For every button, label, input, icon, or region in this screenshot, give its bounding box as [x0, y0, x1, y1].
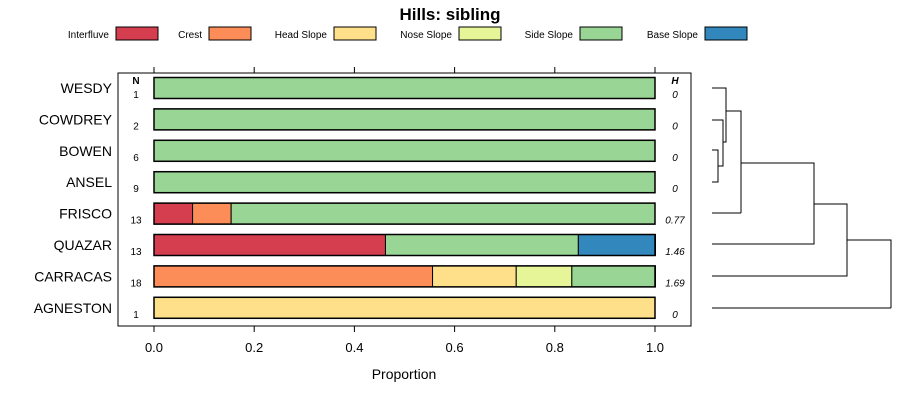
- row-label-quazar: QUAZAR: [54, 237, 112, 253]
- h-value-wesdy: 0: [672, 90, 678, 101]
- dendrogram-link-carracas: [712, 240, 848, 277]
- bar-outline-ansel: [153, 170, 656, 194]
- h-value-bowen: 0: [672, 153, 678, 164]
- row-label-bowen: BOWEN: [59, 143, 112, 159]
- dendrogram-link-cowdrey: [712, 119, 724, 142]
- dendrogram-join-cowdrey-cluster: [723, 111, 727, 143]
- bar-outline-quazar: [153, 233, 656, 257]
- n-value-carracas: 18: [130, 278, 142, 289]
- row-labels: WESDY COWDREY BOWEN ANSEL FRISCO QUAZAR CARRAC…: [34, 80, 113, 316]
- n-value-agneston: 1: [133, 310, 139, 321]
- bars: [153, 76, 657, 320]
- n-value-quazar: 13: [130, 247, 142, 258]
- h-value-cowdrey: 0: [672, 121, 678, 132]
- x-tick-label-4: 0.8: [546, 340, 564, 355]
- bar-outline-bowen: [153, 139, 656, 163]
- row-label-carracas: CARRACAS: [34, 268, 112, 284]
- dendrogram-link-wesdy: [712, 87, 727, 111]
- n-value-wesdy: 1: [133, 90, 139, 101]
- row-label-ansel: ANSEL: [66, 174, 112, 190]
- bar-segment-carracas-crest: [153, 265, 434, 288]
- legend-swatch-head-slope: [333, 26, 377, 41]
- bar-segment-quazar-side-slope: [384, 234, 579, 256]
- legend-swatch-base-slope: [704, 26, 748, 41]
- bar-segment-frisco-side-slope: [230, 202, 656, 225]
- chart-title: Hills: sibling: [399, 5, 500, 24]
- h-value-agneston: 0: [672, 310, 678, 321]
- legend-label-base-slope: Base Slope: [647, 30, 699, 41]
- h-value-ansel: 0: [672, 184, 678, 195]
- row-label-cowdrey: COWDREY: [39, 111, 113, 127]
- legend-swatch-crest: [208, 26, 252, 41]
- bar-outline-wesdy: [153, 76, 656, 100]
- h-value-frisco: 0.77: [665, 216, 685, 227]
- bar-segment-carracas-side-slope: [571, 265, 657, 288]
- legend-label-crest: Crest: [178, 30, 202, 41]
- n-labels: 1 2 6 9 13 13 18 1: [130, 90, 142, 321]
- dendrogram-link-quazar: [712, 204, 815, 245]
- plot-frame: [117, 72, 692, 327]
- bar-outline-cowdrey: [153, 108, 656, 131]
- bar-outline-frisco: [153, 202, 656, 225]
- plot-area: N H WESDY COWDREY BOWEN ANSEL FRISCO QUAZAR CA…: [34, 67, 692, 355]
- h-header: H: [671, 76, 679, 87]
- legend-swatch-side-slope: [579, 26, 623, 41]
- n-value-ansel: 9: [133, 184, 139, 195]
- h-labels: 0 0 0 0 0.77 1.46 1.69 0: [665, 90, 685, 321]
- bar-segment-quazar-base-slope: [577, 234, 657, 256]
- dendrogram-link-ansel: [712, 166, 719, 183]
- bar-segment-frisco-interfluve: [153, 202, 194, 225]
- dendrogram-link-bowen: [712, 149, 719, 166]
- h-value-quazar: 1.46: [665, 247, 685, 258]
- dendrogram-join-wesdy-cluster: [726, 110, 742, 213]
- bar-segment-cowdrey-side-slope: [153, 108, 656, 131]
- x-tick-label-3: 0.6: [446, 340, 464, 355]
- x-tick-label-0: 0.0: [145, 340, 163, 355]
- bar-outline-carracas: [153, 265, 656, 288]
- bar-segment-ansel-side-slope: [153, 171, 656, 194]
- legend-swatch-nose-slope: [458, 26, 502, 41]
- dendrogram-join-bowen-ansel: [718, 142, 724, 167]
- h-value-carracas: 1.69: [665, 278, 685, 289]
- n-header: N: [132, 76, 139, 87]
- x-axis: 0.0 0.2 0.4 0.6 0.8 1.0: [145, 67, 664, 355]
- legend-label-nose-slope: Nose Slope: [400, 30, 452, 41]
- dendrogram: [712, 87, 892, 309]
- x-axis-title: Proportion: [372, 366, 437, 382]
- legend: Interfluve Crest Head Slope Nose Slope Side …: [68, 26, 748, 41]
- x-tick-label-1: 0.2: [245, 340, 263, 355]
- dendrogram-join-carracas-cluster: [847, 239, 892, 308]
- legend-label-side-slope: Side Slope: [525, 30, 574, 41]
- bar-segment-quazar-interfluve: [153, 234, 386, 256]
- legend-label-head-slope: Head Slope: [275, 30, 328, 41]
- bar-segment-wesdy-side-slope: [153, 77, 656, 99]
- bar-segment-bowen-side-slope: [153, 139, 656, 162]
- x-tick-label-5: 1.0: [646, 340, 664, 355]
- bar-segment-agneston-head-slope: [153, 296, 656, 319]
- row-label-wesdy: WESDY: [61, 80, 113, 96]
- bar-segment-carracas-head-slope: [432, 265, 517, 288]
- row-label-frisco: FRISCO: [59, 206, 112, 222]
- bar-segment-frisco-crest: [192, 202, 232, 225]
- n-value-frisco: 13: [130, 216, 142, 227]
- n-value-cowdrey: 2: [133, 121, 139, 132]
- bar-outline-agneston: [153, 296, 656, 320]
- legend-label-interfluve: Interfluve: [68, 30, 110, 41]
- dendrogram-join-quazar-cluster: [814, 203, 848, 276]
- bar-segment-carracas-nose-slope: [515, 265, 573, 288]
- row-label-agneston: AGNESTON: [34, 300, 112, 316]
- n-value-bowen: 6: [133, 153, 139, 164]
- dendrogram-join-frisco-cluster: [741, 162, 815, 204]
- x-tick-label-2: 0.4: [345, 340, 363, 355]
- legend-swatch-interfluve: [115, 26, 159, 41]
